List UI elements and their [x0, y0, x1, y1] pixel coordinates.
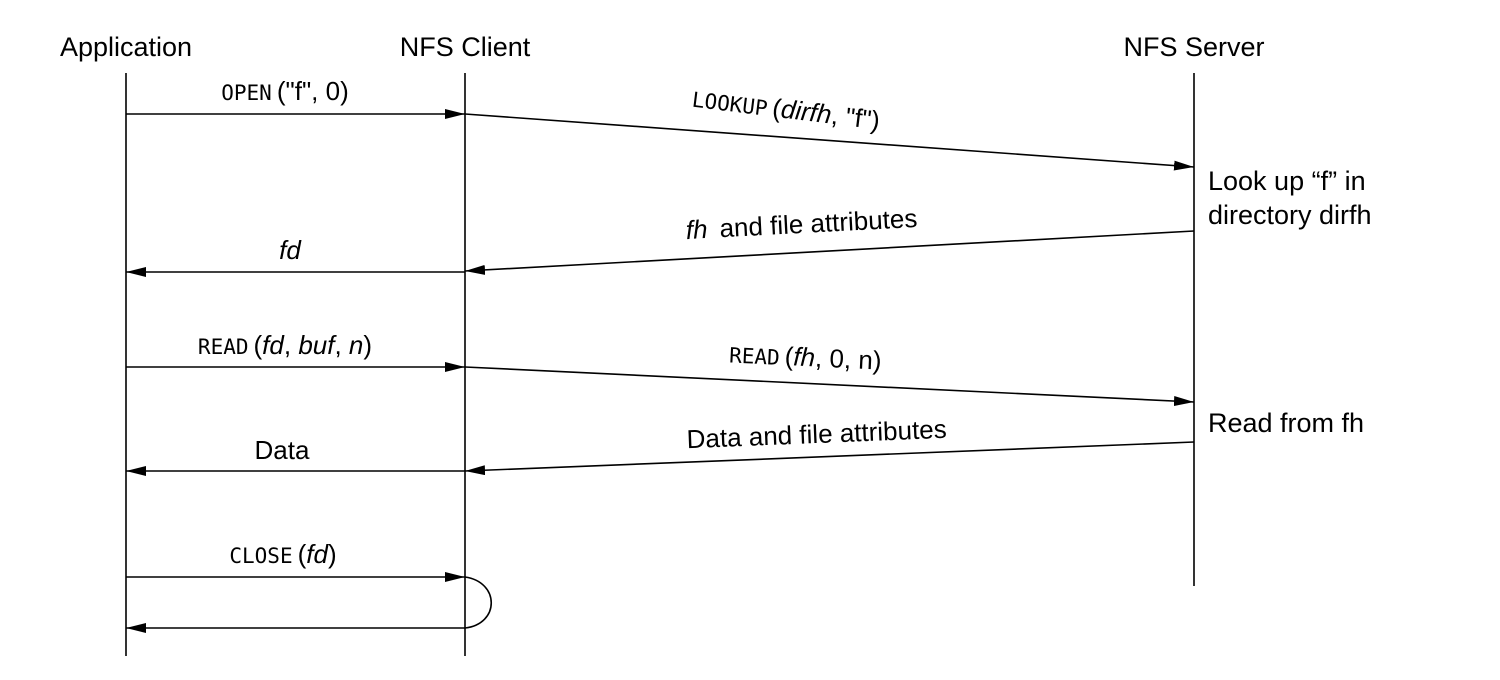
fh-reply-text: and file attributes	[719, 203, 918, 243]
read-srv-fh: fh	[793, 341, 816, 372]
read-app-label: READ (fd, buf, n)	[198, 330, 372, 360]
open-args: ("f", 0)	[277, 76, 349, 106]
fh-reply-fh: fh	[685, 214, 708, 245]
lookup-arg-dirfh: dirfh	[779, 94, 833, 130]
close-label: CLOSE (fd)	[229, 539, 336, 569]
lookup-rest: , "f")	[830, 100, 882, 136]
close-close-paren: )	[328, 539, 337, 569]
read-app-sep2: ,	[334, 330, 348, 360]
lookup-arrow	[464, 113, 1195, 171]
data-reply-label: Data and file attributes	[686, 414, 947, 454]
lookup-call: LOOKUP	[691, 88, 769, 121]
lookup-label: LOOKUP(dirfh, "f")	[691, 83, 882, 136]
read-app-open-paren: (	[254, 330, 263, 360]
read-srv-call: READ	[729, 343, 781, 369]
read-app-sep1: ,	[284, 330, 298, 360]
fh-reply-arrow	[464, 230, 1195, 275]
open-label: OPEN ("f", 0)	[221, 76, 348, 106]
data-reply-arrow	[464, 441, 1195, 476]
fd-return-label: fd	[279, 235, 302, 265]
read-srv-open-paren: (	[784, 341, 794, 371]
lane-title-application: Application	[60, 32, 192, 62]
open-call: OPEN	[221, 81, 272, 105]
close-fd: fd	[306, 539, 329, 569]
data-return-label: Data	[255, 435, 310, 465]
close-local-loop	[464, 576, 492, 629]
read-app-fd: fd	[262, 330, 285, 360]
server-note-lookup-line2: directory dirfh	[1208, 200, 1372, 230]
read-app-buf: buf	[298, 330, 337, 360]
server-note-read: Read from fh	[1208, 408, 1364, 438]
close-open-paren: (	[298, 539, 307, 569]
read-app-call: READ	[198, 335, 249, 359]
close-call: CLOSE	[229, 544, 292, 568]
lane-title-client: NFS Client	[400, 32, 531, 62]
fh-reply-label: fh and file attributes	[685, 203, 918, 245]
lane-title-server: NFS Server	[1123, 32, 1264, 62]
read-srv-label: READ (fh, 0, n)	[729, 338, 883, 375]
read-app-n: n	[349, 330, 363, 360]
server-note-lookup-line1: Look up “f” in	[1208, 166, 1366, 196]
read-srv-rest: , 0, n)	[814, 342, 882, 375]
read-srv-arrow	[464, 366, 1195, 407]
read-app-close-paren: )	[363, 330, 372, 360]
lookup-open-paren: (	[771, 93, 784, 124]
